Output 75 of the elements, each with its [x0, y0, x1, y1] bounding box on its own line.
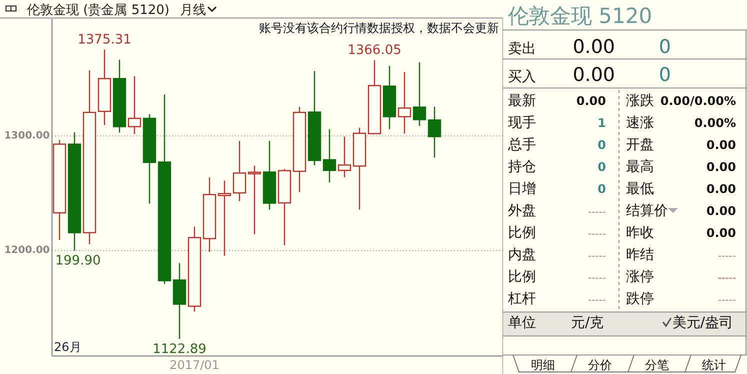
text: 昨收	[626, 225, 654, 241]
text: 单位	[508, 315, 536, 331]
text: 1	[598, 116, 606, 130]
text: -----	[588, 273, 606, 284]
text: -----	[588, 207, 606, 218]
text: 速涨	[626, 115, 654, 131]
text: 分笔	[645, 358, 669, 372]
text: 卖出	[508, 41, 536, 57]
text: 0.00/0.00%	[660, 94, 736, 108]
text: 最新	[508, 93, 536, 109]
text: 明细	[531, 358, 555, 372]
text: 0.00%	[694, 116, 736, 130]
text: 0.00	[576, 94, 606, 108]
annotation: 账号没有该合约行情数据授权，数据不会更新	[259, 21, 499, 35]
text: 0.00	[706, 226, 736, 240]
candlestick	[382, 65, 396, 130]
text: 0.00	[706, 182, 736, 196]
text: 比例	[508, 225, 536, 241]
chart-subtitle: 月线	[180, 3, 206, 18]
text: 现手	[508, 115, 536, 131]
text: 总手	[507, 137, 536, 153]
text: 0.00	[706, 204, 736, 218]
candlestick	[398, 71, 412, 134]
candlestick	[98, 48, 112, 126]
text: 美元/盎司	[672, 315, 733, 331]
text: 跌停	[626, 291, 654, 307]
text: -----	[588, 229, 606, 240]
candlestick	[82, 70, 96, 245]
text: 0	[598, 138, 606, 152]
text: 0.00	[572, 64, 615, 86]
text: 0	[598, 160, 606, 174]
y-tick-label: 1300.00	[4, 130, 50, 142]
text: 元/克	[571, 315, 604, 331]
text: 0	[598, 182, 606, 196]
text: -----	[588, 295, 606, 306]
y-tick-label: 1200.00	[4, 245, 50, 256]
text: 0.00	[706, 160, 736, 174]
annotation: 26月	[54, 340, 82, 354]
text: 买入	[508, 69, 536, 85]
text: 涨停	[626, 269, 654, 285]
annotation: 1122.89	[152, 342, 206, 357]
text: 伦敦金现 5120	[508, 4, 652, 28]
text: 结算价	[626, 203, 668, 219]
text: 杠杆	[507, 291, 536, 307]
annotation: 1375.31	[78, 32, 132, 48]
text: 0.00	[572, 36, 615, 58]
candlestick	[218, 180, 232, 256]
annotation: 199.90	[55, 254, 101, 269]
text: 0.00	[706, 138, 736, 152]
candlestick	[428, 106, 442, 158]
candlestick	[172, 262, 186, 340]
candlestick	[322, 128, 336, 183]
text: 统计	[702, 358, 726, 372]
text: -----	[718, 251, 736, 262]
text: 外盘	[508, 203, 536, 219]
text: 最高	[626, 159, 654, 175]
text: 内盘	[508, 247, 536, 263]
candlestick	[202, 176, 216, 253]
text: -----	[718, 295, 736, 306]
text: -----	[588, 251, 606, 262]
text: 0	[658, 64, 671, 86]
text: 昨结	[626, 247, 654, 263]
text: 比例	[508, 269, 536, 285]
text: -----	[718, 273, 736, 284]
text: 日增	[508, 181, 536, 197]
text: 最低	[626, 181, 654, 197]
text: 涨跌	[626, 93, 654, 109]
annotation: 1366.05	[348, 43, 402, 58]
text: 0	[658, 36, 671, 58]
text: 分价	[588, 358, 612, 372]
candlestick	[68, 132, 82, 252]
x-tick-label: 2017/01	[170, 358, 220, 372]
text: 持仓	[508, 159, 536, 175]
text: 开盘	[626, 137, 654, 153]
chart-title: 伦敦金现 (贵金属 5120)	[27, 3, 170, 18]
